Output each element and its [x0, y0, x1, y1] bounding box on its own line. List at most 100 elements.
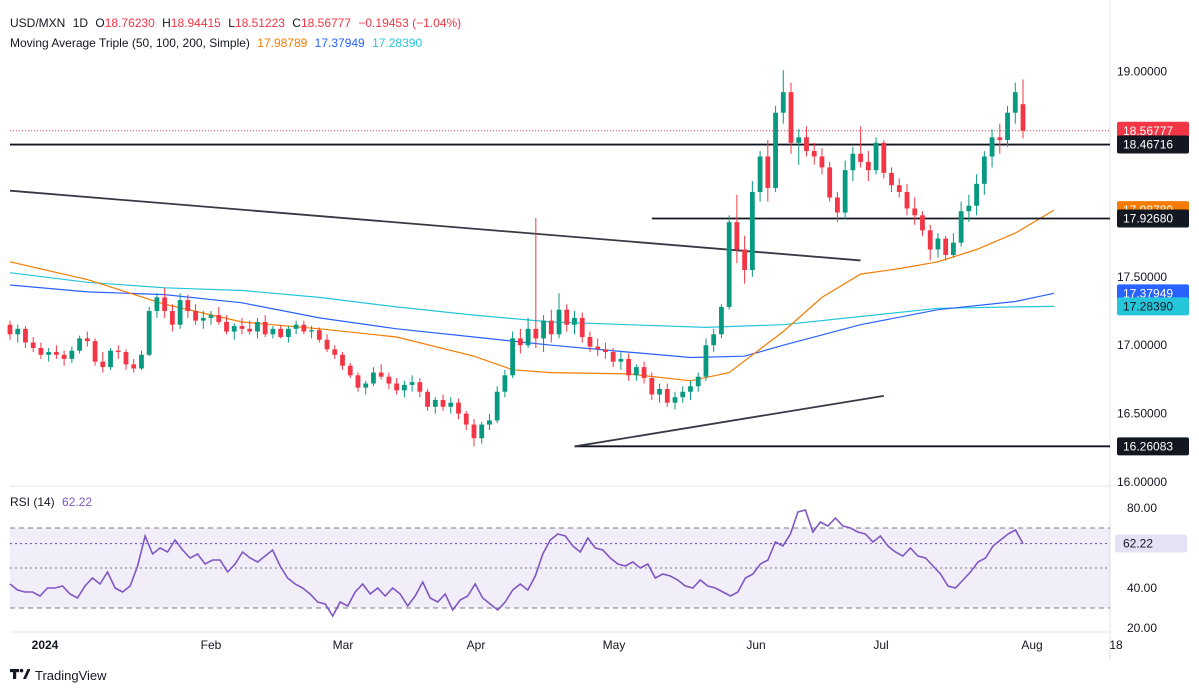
candle: [788, 82, 794, 154]
candle: [255, 317, 260, 339]
candle: [680, 386, 686, 403]
candle: [23, 326, 28, 348]
candle: [749, 181, 755, 277]
candle: [270, 326, 276, 339]
candle-body: [309, 330, 314, 332]
candle-body: [881, 142, 887, 173]
candle-body: [858, 153, 864, 162]
resistance-tag: [1117, 135, 1189, 154]
candle-body: [780, 92, 786, 113]
candle-body: [425, 391, 430, 407]
candle: [943, 235, 949, 261]
time-tick-label: Mar: [333, 638, 354, 652]
candle-body: [541, 320, 546, 339]
tradingview-logo[interactable]: TradingView: [10, 668, 107, 683]
ma50-value: 17.98789: [257, 36, 308, 50]
candle: [185, 294, 191, 318]
candle: [394, 378, 400, 395]
candle-body: [131, 364, 137, 369]
candle: [865, 151, 871, 182]
candle-body: [525, 328, 531, 346]
candle-body: [293, 324, 299, 329]
candle-body: [69, 350, 75, 359]
resistance-tag-label: 18.46716: [1123, 138, 1173, 152]
ma200-value: 17.28390: [372, 36, 423, 50]
time-tick-label: May: [603, 638, 626, 652]
change-value: −0.19453 (−1.04%): [358, 16, 462, 30]
time-tick-label: Feb: [201, 638, 222, 652]
candle-body: [386, 376, 392, 384]
candle: [502, 369, 508, 398]
candle: [904, 183, 910, 216]
price-tick-label: 17.00000: [1117, 338, 1167, 352]
candle-body: [216, 315, 222, 322]
candle: [626, 353, 632, 381]
candle: [835, 192, 840, 223]
candle: [935, 233, 941, 258]
candle-body: [927, 230, 933, 250]
ma100-value: 17.37949: [314, 36, 365, 50]
candle-body: [46, 352, 52, 355]
candle: [951, 233, 956, 258]
candle: [688, 380, 693, 400]
candle: [123, 349, 129, 370]
candle: [827, 161, 833, 202]
candle: [278, 324, 284, 339]
ma-title[interactable]: Moving Average Triple (50, 100, 200, Sim…: [10, 36, 250, 50]
candle: [15, 324, 21, 343]
symbol-label[interactable]: USD/MXN: [10, 16, 66, 30]
candle-body: [409, 382, 415, 385]
candle-body: [835, 197, 840, 213]
candle-body: [224, 321, 229, 332]
candle: [262, 315, 268, 338]
ascending-trendline: [574, 394, 884, 448]
candle: [742, 235, 748, 284]
candle-body: [1012, 92, 1018, 113]
interval-label[interactable]: 1D: [72, 16, 89, 30]
candle-body: [873, 142, 879, 171]
candle-body: [332, 349, 338, 355]
candle-body: [15, 328, 21, 335]
candle-body: [487, 420, 492, 425]
candle: [61, 350, 67, 366]
candle-body: [262, 321, 268, 335]
candle: [177, 293, 183, 329]
time-tick-label: 18: [1109, 638, 1123, 652]
candle-body: [842, 170, 848, 213]
rsi-value-tag: [1115, 534, 1187, 553]
candle: [208, 311, 214, 325]
low-tag: [1117, 437, 1189, 456]
candle-body: [440, 399, 446, 407]
candle-body: [510, 338, 516, 376]
candle: [386, 372, 392, 389]
ma50-line: [9, 209, 1055, 382]
candle-body: [935, 238, 941, 250]
candle-body: [719, 306, 724, 335]
candle: [224, 315, 229, 335]
candle: [154, 293, 160, 318]
candle: [487, 413, 492, 431]
candle-body: [378, 372, 384, 377]
rsi-label[interactable]: RSI (14): [10, 495, 55, 509]
candle-body: [587, 337, 593, 347]
high-label: H: [162, 16, 171, 30]
high-value: 18.94415: [170, 16, 221, 30]
candle: [131, 358, 137, 373]
price-tick-label: 16.00000: [1117, 475, 1167, 489]
candle: [77, 335, 82, 354]
candle-body: [827, 167, 833, 198]
candle-body: [896, 185, 902, 193]
candle-body: [355, 375, 361, 388]
candle-body: [556, 309, 562, 335]
candle: [618, 352, 624, 370]
candle-body: [316, 330, 322, 340]
candle: [517, 328, 523, 354]
candle-body: [100, 361, 106, 368]
candle: [494, 386, 500, 424]
candle: [193, 304, 198, 325]
candle: [162, 287, 168, 318]
candle: [765, 140, 771, 202]
candle: [811, 142, 817, 165]
rsi-tick-label: 20.00: [1127, 621, 1157, 635]
